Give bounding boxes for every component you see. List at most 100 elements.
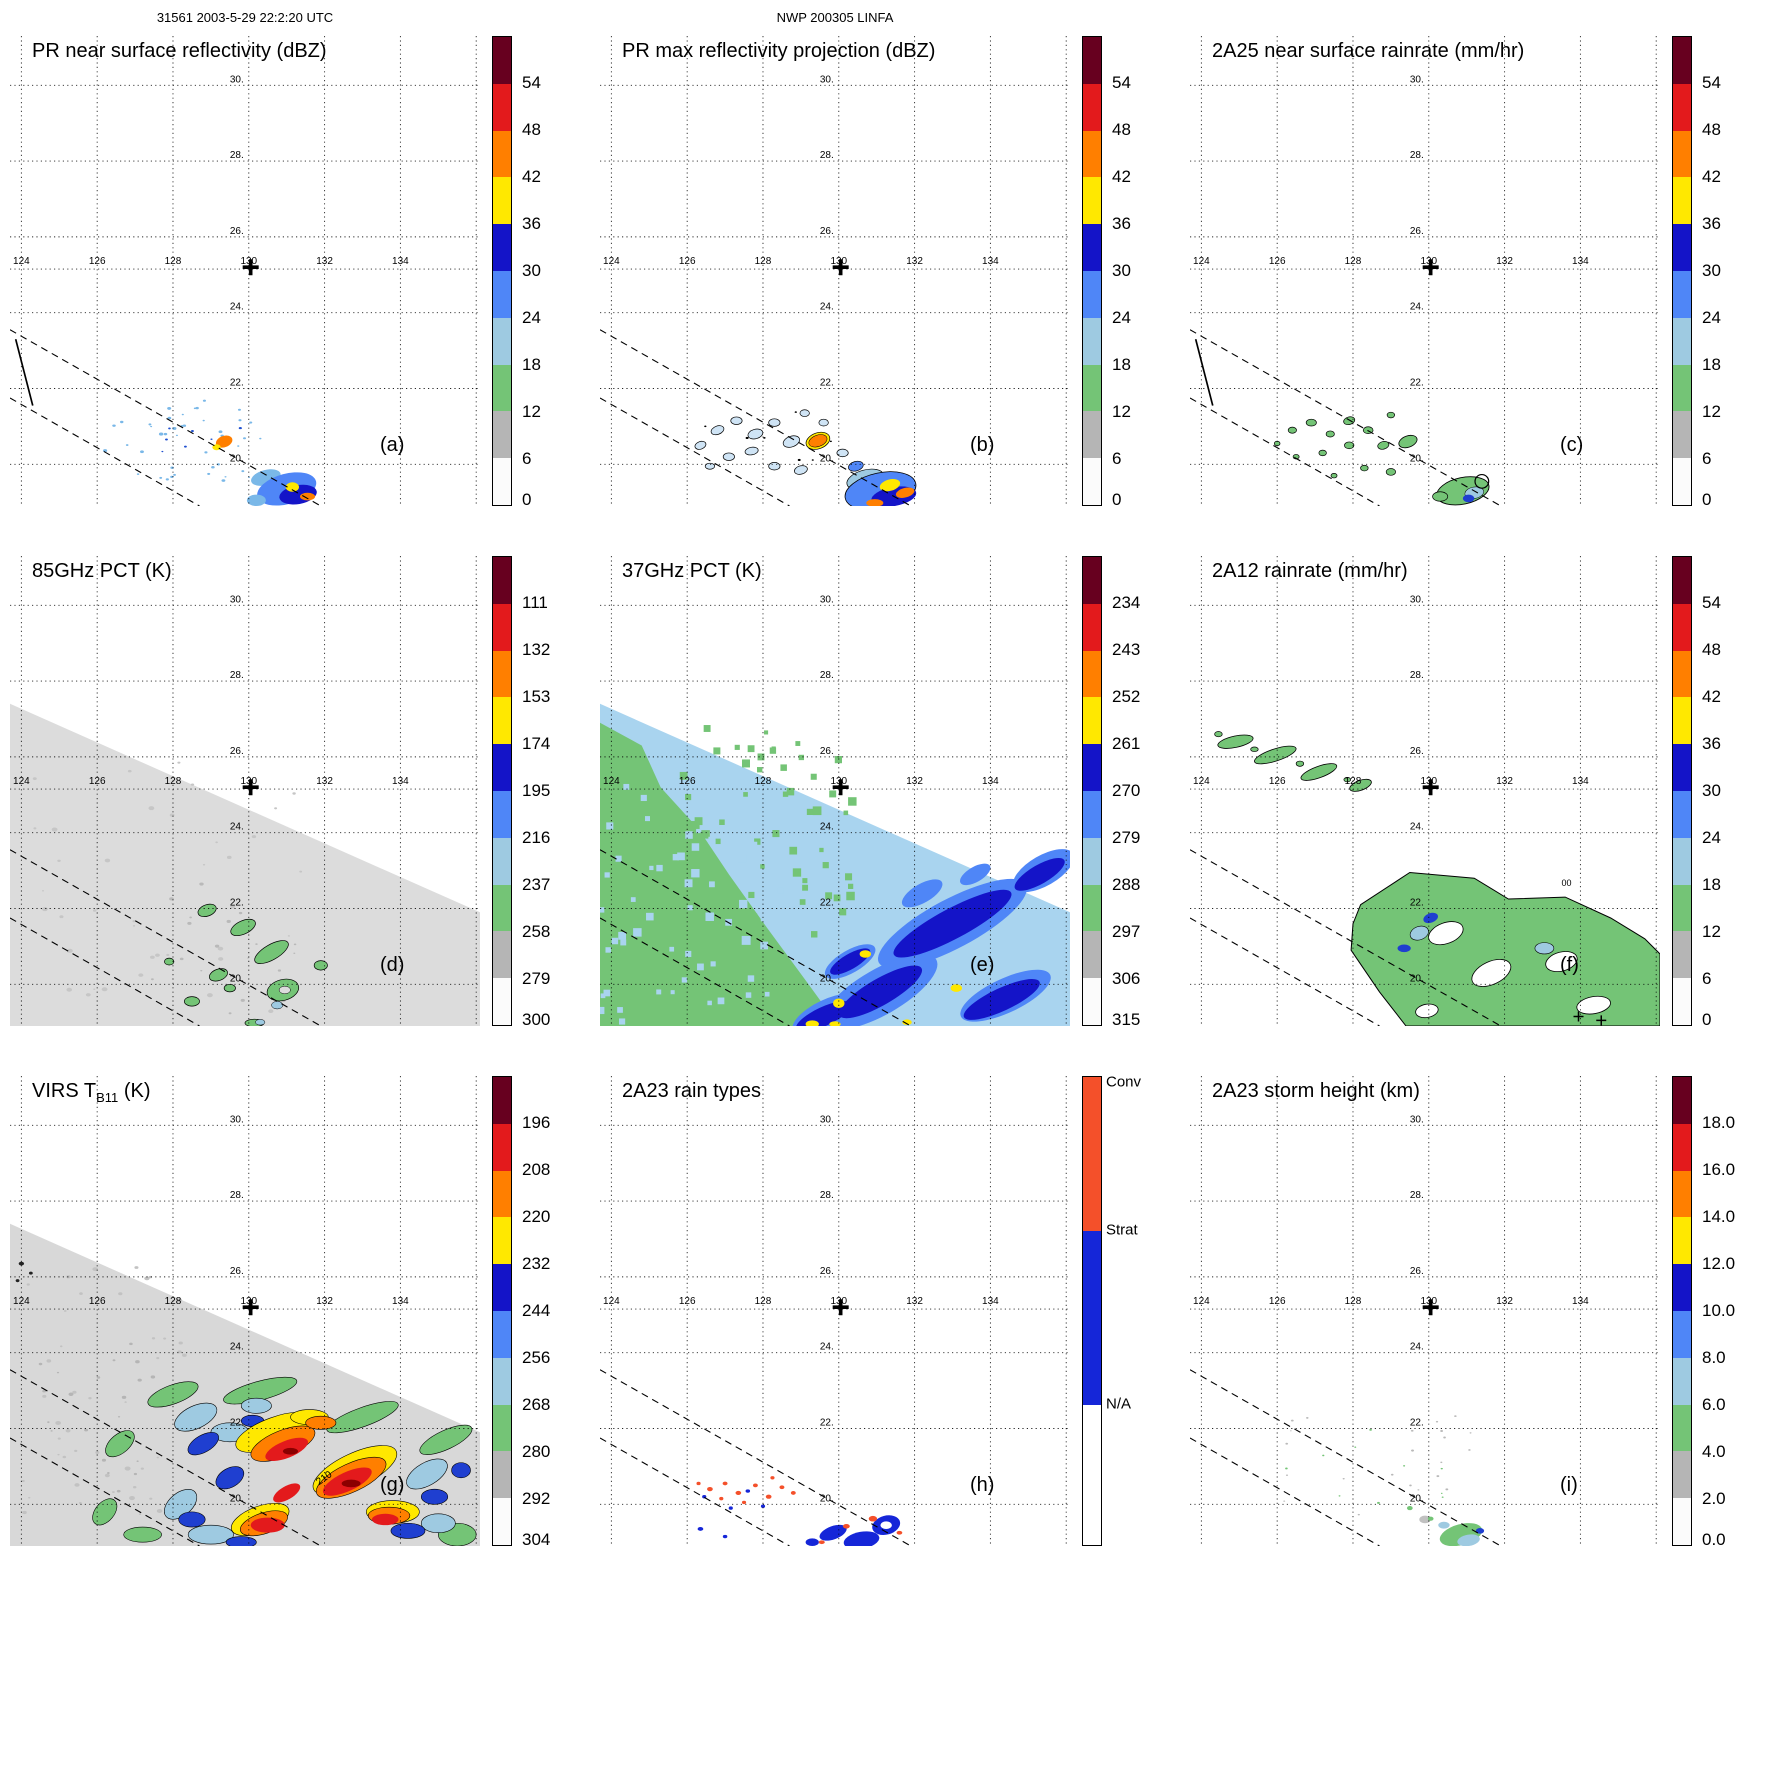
swath-edge-dashed-line bbox=[10, 329, 322, 506]
colorbar-segment bbox=[1673, 837, 1691, 885]
colorbar-segment bbox=[1673, 603, 1691, 651]
data-speckle bbox=[748, 891, 755, 899]
lat-tick-label: 26. bbox=[820, 226, 834, 237]
data-blob bbox=[1305, 418, 1317, 427]
data-blob bbox=[1343, 416, 1356, 426]
swath-overlay bbox=[1190, 1299, 1502, 1546]
data-speckle bbox=[193, 407, 197, 410]
data-blob bbox=[250, 1517, 285, 1533]
colorbar-segment bbox=[493, 744, 511, 791]
data-speckle bbox=[56, 1371, 60, 1374]
colorbar-tick-label: 16.0 bbox=[1702, 1160, 1736, 1179]
lon-tick-label: 128 bbox=[755, 256, 772, 267]
lon-tick-label: 132 bbox=[316, 256, 333, 267]
lon-tick-label: 134 bbox=[1572, 256, 1589, 267]
data-speckle bbox=[148, 423, 152, 426]
data-speckle bbox=[745, 436, 749, 439]
data-blob bbox=[313, 960, 328, 971]
data-speckle bbox=[138, 1513, 142, 1515]
lat-tick-label: 28. bbox=[1410, 150, 1424, 161]
lat-tick-label: 22. bbox=[1410, 898, 1424, 909]
data-speckle bbox=[719, 819, 725, 825]
lat-tick-label: 24. bbox=[1410, 822, 1424, 833]
data-speckle bbox=[132, 925, 136, 927]
data-speckle bbox=[780, 764, 787, 771]
data-blob bbox=[744, 446, 759, 456]
data-speckle bbox=[104, 858, 111, 863]
colorbar-segment bbox=[1673, 650, 1691, 698]
lat-tick-label: 28. bbox=[820, 670, 834, 681]
data-blob bbox=[174, 1402, 218, 1432]
data-blob bbox=[879, 479, 901, 492]
colorbar-segment bbox=[1673, 1217, 1691, 1265]
storm-center-marker bbox=[242, 1299, 259, 1316]
colorbar-tb: 196 208 220 232 244 256 268 280 292 304 bbox=[492, 1076, 622, 1549]
lon-tick-label: 126 bbox=[89, 776, 106, 787]
colorbar-segment-strat bbox=[1083, 1231, 1101, 1405]
data-blob bbox=[1423, 912, 1438, 924]
data-speckle bbox=[268, 1009, 274, 1013]
map-grid bbox=[600, 36, 1070, 506]
data-speckle bbox=[199, 882, 204, 886]
data-speckle bbox=[104, 1473, 110, 1478]
colorbar-tick-label: 36 bbox=[1702, 734, 1721, 753]
small-cross-marker bbox=[1596, 1015, 1607, 1026]
data-blob bbox=[285, 482, 300, 492]
data-blob bbox=[794, 465, 808, 475]
data-speckle bbox=[41, 907, 48, 912]
data-speckle bbox=[215, 841, 218, 844]
colorbar-segment bbox=[1673, 177, 1691, 225]
colorbar-tick-label: 6 bbox=[1702, 449, 1712, 468]
colorbar-tick-label: 54 bbox=[1702, 73, 1721, 92]
colorbar-segment bbox=[493, 37, 511, 84]
colorbar-tick-label: 54 bbox=[1112, 73, 1131, 92]
data-blob bbox=[707, 1487, 713, 1492]
data-speckle bbox=[677, 852, 685, 861]
data-speckle bbox=[150, 1375, 156, 1379]
data-speckle bbox=[833, 894, 841, 902]
data-blob bbox=[782, 435, 800, 448]
data-speckle bbox=[66, 987, 73, 992]
data-speckle bbox=[611, 937, 619, 945]
data-speckle bbox=[1469, 1432, 1472, 1434]
data-blob bbox=[1287, 426, 1297, 434]
data-speckle bbox=[144, 1276, 150, 1281]
data-speckle bbox=[769, 747, 777, 754]
lon-tick-label: 124 bbox=[603, 256, 620, 267]
data-speckle bbox=[204, 451, 208, 454]
data-speckle bbox=[292, 792, 296, 795]
colorbar-height: 18.0 16.0 14.0 12.0 10.0 8.0 6.0 4.0 2.0 0.0 bbox=[1672, 1076, 1771, 1549]
data-speckle bbox=[32, 777, 37, 781]
lon-tick-label: 132 bbox=[906, 256, 923, 267]
data-speckle bbox=[777, 913, 786, 922]
data-speckle bbox=[703, 725, 711, 732]
data-speckle bbox=[112, 424, 116, 427]
colorbar-tick-label: 243 bbox=[1112, 640, 1141, 659]
data-speckle bbox=[685, 831, 693, 839]
data-blob bbox=[1250, 746, 1259, 752]
data-speckle bbox=[181, 413, 184, 416]
colorbar-tick-label: 4.0 bbox=[1702, 1442, 1726, 1461]
data-speckle bbox=[600, 993, 606, 999]
colorbar-tick-label: 244 bbox=[522, 1301, 551, 1320]
colorbar-tick-label: 0 bbox=[1112, 490, 1122, 509]
data-speckle bbox=[175, 434, 179, 437]
data-speckle bbox=[705, 912, 714, 921]
panel-letter: (c) bbox=[1560, 434, 1584, 456]
data-speckle bbox=[218, 957, 224, 961]
map-data-layer bbox=[1283, 1415, 1485, 1546]
data-blob bbox=[1576, 995, 1611, 1015]
data-speckle bbox=[121, 1395, 127, 1399]
data-speckle bbox=[137, 1378, 142, 1382]
colorbar-dbz: 54 48 42 36 30 24 18 12 6 0 bbox=[1082, 36, 1212, 509]
data-speckle bbox=[763, 437, 766, 439]
data-speckle bbox=[764, 991, 770, 997]
data-blob bbox=[722, 1481, 728, 1486]
data-speckle bbox=[741, 935, 751, 945]
data-speckle bbox=[55, 1421, 61, 1425]
data-speckle bbox=[1285, 1467, 1288, 1470]
data-blob bbox=[818, 1540, 825, 1545]
